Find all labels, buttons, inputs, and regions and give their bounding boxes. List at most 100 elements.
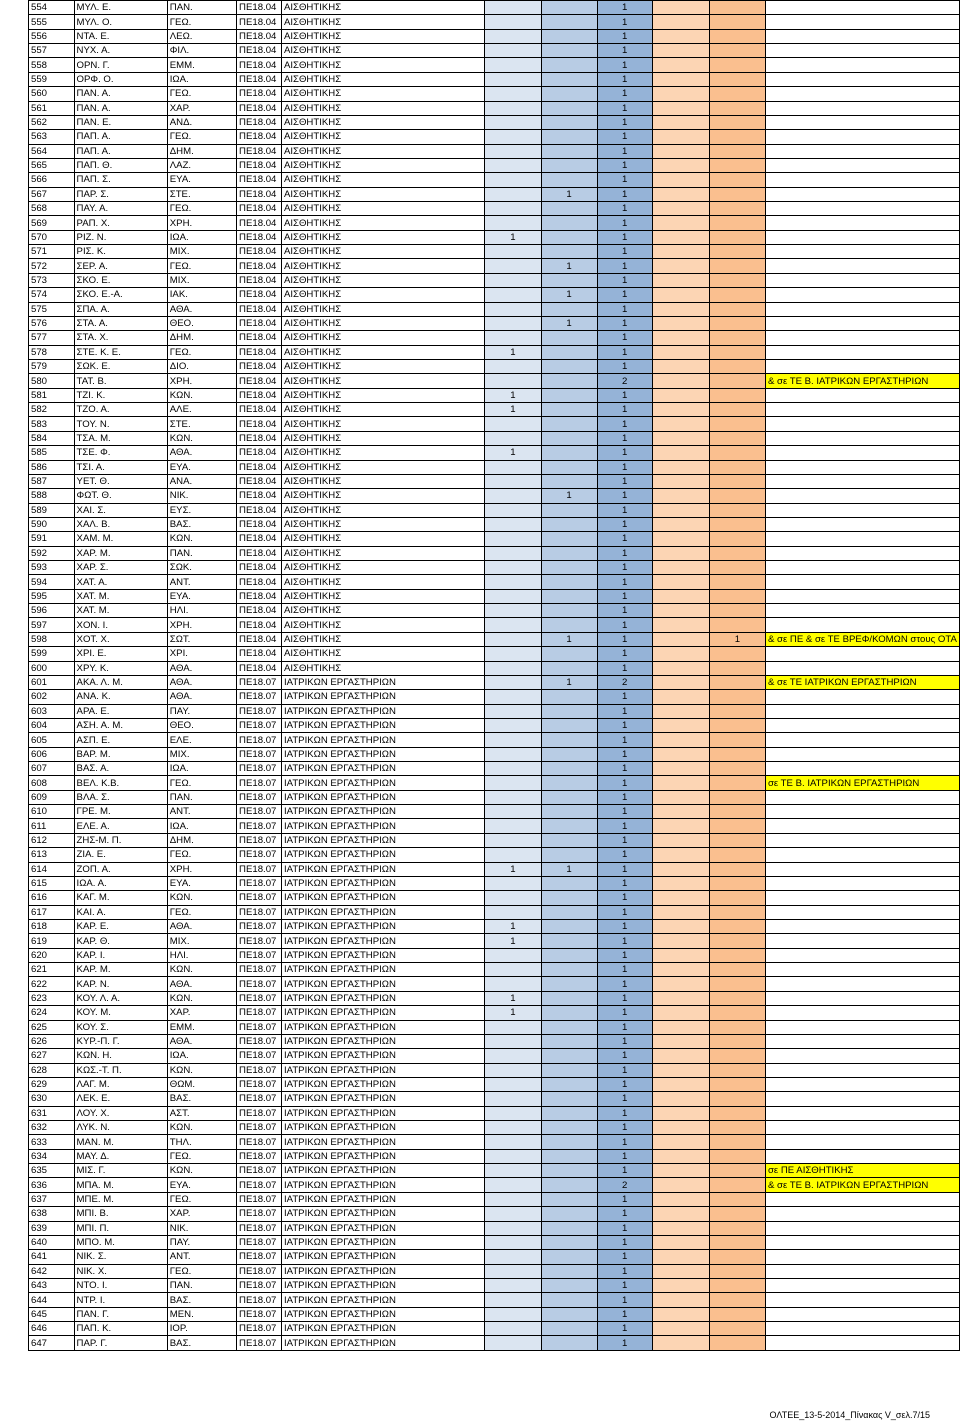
cell-col-5 [708,574,766,590]
cell-col-5 [708,1306,766,1323]
cell-col-5 [708,459,766,475]
cell-note [764,416,960,432]
cell-note [764,516,960,533]
cell-col-2 [540,516,598,533]
cell-col-3: 1 [596,1335,653,1351]
cell-col-1 [484,717,542,734]
cell-surname: ΜΠΙ. Β. [73,1206,168,1222]
cell-note [764,272,960,289]
cell-specialty-code: ΠΕ18.07 [236,1033,282,1050]
cell-surname: ΜΠΑ. Μ. [73,1177,168,1193]
cell-surname: ΝΤΑ. Ε. [73,28,168,45]
cell-father-name: ΑΛΕ. [166,402,238,418]
cell-number: 599 [28,646,75,662]
cell-col-5 [708,1134,766,1150]
cell-specialty: ΑΙΣΘΗΤΙΚΗΣ [280,416,486,432]
cell-number: 614 [28,861,75,877]
cell-number: 576 [28,315,75,332]
cell-specialty: ΑΙΣΘΗΤΙΚΗΣ [280,387,486,404]
cell-father-name: ΧΡΗ. [166,373,238,389]
cell-specialty: ΑΙΣΘΗΤΙΚΗΣ [280,402,486,418]
cell-note [764,1263,960,1279]
cell-father-name: ΝΙΚ. [166,488,238,504]
cell-note [764,1321,960,1337]
cell-col-5 [708,1019,766,1035]
cell-col-4 [651,933,710,949]
cell-specialty-code: ΠΕ18.04 [236,344,282,360]
cell-col-1 [484,1263,542,1279]
cell-specialty-code: ΠΕ18.07 [236,890,282,906]
table-row: 579 ΣΩΚ. Ε. ΔΙΟ. ΠΕ18.04 ΑΙΣΘΗΤΙΚΗΣ 1 [28,358,960,375]
cell-col-5 [708,301,766,317]
cell-col-1 [484,416,542,432]
cell-specialty-code: ΠΕ18.07 [236,1234,282,1251]
cell-number: 569 [28,215,75,231]
cell-col-4 [651,71,710,88]
cell-col-3: 1 [596,172,653,188]
cell-col-5 [708,947,766,964]
cell-col-5 [708,545,766,562]
cell-col-4 [651,890,710,906]
cell-number: 589 [28,502,75,518]
cell-specialty-code: ΠΕ18.04 [236,301,282,317]
cell-number: 616 [28,890,75,906]
cell-specialty: ΑΙΣΘΗΤΙΚΗΣ [280,28,486,45]
cell-col-4 [651,531,710,547]
cell-specialty-code: ΠΕ18.04 [236,43,282,59]
cell-specialty: ΑΙΣΘΗΤΙΚΗΣ [280,502,486,518]
cell-col-2 [540,445,598,461]
table-row: 569 ΡΑΠ. Χ. ΧΡΗ. ΠΕ18.04 ΑΙΣΘΗΤΙΚΗΣ 1 [28,215,960,231]
cell-specialty-code: ΠΕ18.07 [236,1120,282,1136]
cell-note [764,186,960,203]
cell-surname: ΟΡΝ. Γ. [73,57,168,73]
cell-col-4 [651,545,710,562]
cell-specialty-code: ΠΕ18.07 [236,990,282,1007]
cell-col-3: 1 [596,746,653,763]
cell-surname: ΧΑΤ. Α. [73,574,168,590]
cell-surname: ΜΠΕ. Μ. [73,1191,168,1208]
cell-number: 631 [28,1105,75,1122]
cell-col-2 [540,71,598,88]
cell-specialty: ΙΑΤΡΙΚΩΝ ΕΡΓΑΣΤΗΡΙΩΝ [280,890,486,906]
cell-surname: ΠΑΡ. Γ. [73,1335,168,1351]
cell-number: 640 [28,1234,75,1251]
cell-specialty-code: ΠΕ18.04 [236,459,282,475]
cell-father-name: ΑΘΑ. [166,689,238,705]
cell-specialty: ΙΑΤΡΙΚΩΝ ΕΡΓΑΣΤΗΡΙΩΝ [280,1277,486,1294]
cell-col-3: 1 [596,847,653,863]
cell-specialty: ΑΙΣΘΗΤΙΚΗΣ [280,488,486,504]
cell-col-4 [651,1292,710,1308]
cell-col-4 [651,804,710,820]
cell-note [764,1292,960,1308]
cell-note [764,603,960,619]
cell-col-1 [484,1120,542,1136]
cell-col-1 [484,804,542,820]
cell-col-3: 1 [596,1220,653,1236]
cell-col-4 [651,330,710,346]
cell-col-2 [540,717,598,734]
cell-specialty: ΑΙΣΘΗΤΙΚΗΣ [280,430,486,447]
cell-surname: ΚΑΙ. Α. [73,904,168,921]
cell-col-2 [540,373,598,389]
cell-col-3: 1 [596,804,653,820]
cell-specialty-code: ΠΕ18.07 [236,1076,282,1093]
cell-number: 624 [28,1005,75,1021]
cell-number: 590 [28,516,75,533]
cell-specialty: ΑΙΣΘΗΤΙΚΗΣ [280,373,486,389]
cell-col-5 [708,172,766,188]
cell-specialty: ΙΑΤΡΙΚΩΝ ΕΡΓΑΣΤΗΡΙΩΝ [280,1019,486,1035]
table-row: 576 ΣΤΑ. Α. ΘΕΟ. ΠΕ18.04 ΑΙΣΘΗΤΙΚΗΣ 1 1 [28,315,960,332]
cell-specialty-code: ΠΕ18.04 [236,330,282,346]
cell-specialty: ΙΑΤΡΙΚΩΝ ΕΡΓΑΣΤΗΡΙΩΝ [280,746,486,763]
cell-col-1 [484,0,542,16]
cell-note [764,1335,960,1351]
cell-note [764,1105,960,1122]
cell-number: 611 [28,818,75,834]
cell-number: 629 [28,1076,75,1093]
cell-col-2: 1 [540,631,598,648]
cell-surname: ΠΑΠ. Α. [73,143,168,159]
cell-col-3: 1 [596,402,653,418]
cell-col-1: 1 [484,387,542,404]
cell-col-4 [651,962,710,978]
cell-col-5 [708,1263,766,1279]
